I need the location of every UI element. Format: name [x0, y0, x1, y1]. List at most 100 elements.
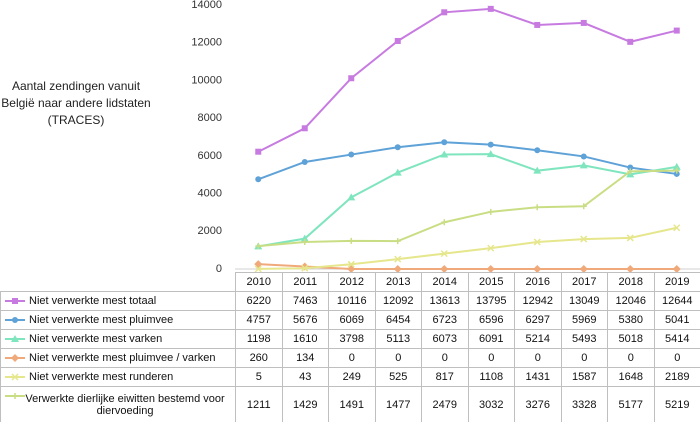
value-cell: 13613 — [421, 291, 469, 311]
value-cell: 5414 — [653, 329, 700, 349]
value-cell: 1648 — [607, 367, 655, 387]
legend-label: Verwerkte dierlijke eiwitten bestemd voo… — [25, 393, 225, 417]
series-row: Niet verwerkte mest varken 1198 1610 3798 51… — [0, 329, 700, 349]
series-line — [258, 263, 677, 270]
value-cell: 1491 — [328, 386, 376, 422]
marker — [487, 244, 495, 252]
value-cell: 6091 — [467, 329, 515, 349]
value-cell: 5493 — [560, 329, 608, 349]
year-cell: 2018 — [607, 272, 655, 292]
value-cell: 6454 — [374, 310, 422, 330]
series-line — [258, 226, 677, 270]
series-row: Niet verwerkte mest runderen 5 43 249 525 817… — [0, 367, 700, 387]
value-cell: 5177 — [607, 386, 655, 422]
value-cell: 0 — [467, 348, 515, 368]
value-cell: 5041 — [653, 310, 700, 330]
value-cell: 1211 — [235, 386, 283, 422]
value-cell: 0 — [374, 348, 422, 368]
value-cell: 12942 — [514, 291, 562, 311]
series-line — [258, 153, 677, 248]
marker — [534, 147, 541, 154]
marker — [673, 170, 680, 177]
value-cell: 5969 — [560, 310, 608, 330]
value-cell: 6220 — [235, 291, 283, 311]
y-tick-label: 14000 — [191, 0, 222, 11]
data-table: 2010 2011 2012 2013 2014 2015 2016 2017 2018 2019… — [0, 272, 700, 422]
marker — [534, 204, 541, 211]
marker — [627, 168, 634, 175]
value-cell: 6596 — [467, 310, 515, 330]
corner-cell — [0, 272, 236, 292]
value-cell: 5018 — [607, 329, 655, 349]
y-tick-label: 10000 — [191, 74, 222, 86]
legend-swatch — [5, 393, 25, 399]
value-cell: 3032 — [467, 386, 515, 422]
value-cell: 6723 — [421, 310, 469, 330]
marker — [486, 265, 495, 272]
value-cell: 0 — [514, 348, 562, 368]
value-cell: 525 — [374, 367, 422, 387]
marker — [394, 255, 402, 263]
value-cell: 1431 — [514, 367, 562, 387]
marker — [255, 176, 262, 183]
marker — [487, 141, 494, 148]
marker — [394, 238, 401, 245]
marker — [441, 219, 448, 226]
marker — [673, 224, 681, 232]
y-tick-label: 6000 — [198, 150, 222, 162]
legend-swatch — [5, 317, 25, 324]
legend-cell: Niet verwerkte mest pluimvee / varken — [0, 348, 236, 368]
year-cell: 2015 — [467, 272, 515, 292]
value-cell: 7463 — [281, 291, 329, 311]
marker — [440, 265, 449, 272]
value-cell: 1198 — [235, 329, 283, 349]
marker — [580, 153, 587, 160]
value-cell: 6069 — [328, 310, 376, 330]
value-cell: 12092 — [374, 291, 422, 311]
chart-title: Aantal zendingen vanuit België naar ande… — [1, 79, 151, 127]
series-line — [257, 141, 677, 181]
legend-cell: Niet verwerkte mest pluimvee — [0, 310, 236, 330]
value-cell: 134 — [281, 348, 329, 368]
marker — [300, 234, 309, 242]
marker — [533, 166, 542, 174]
marker — [673, 167, 680, 174]
year-cell: 2012 — [328, 272, 376, 292]
year-cell: 2016 — [514, 272, 562, 292]
value-cell: 5 — [235, 367, 283, 387]
marker — [393, 168, 402, 176]
year-cell: 2013 — [374, 272, 422, 292]
value-cell: 0 — [607, 348, 655, 368]
marker — [301, 264, 309, 272]
value-cell: 0 — [328, 348, 376, 368]
marker — [579, 161, 588, 169]
plot-area: 0 2000 4000 6000 8000 10000 12000 14000 — [191, 0, 700, 272]
value-cell: 12644 — [653, 291, 700, 311]
series-line — [258, 169, 677, 248]
value-cell: 2189 — [653, 367, 700, 387]
legend-swatch — [5, 373, 25, 381]
value-cell: 1429 — [281, 386, 329, 422]
marker — [627, 38, 634, 45]
marker — [301, 158, 308, 165]
marker — [673, 27, 680, 34]
legend-label: Niet verwerkte mest totaal — [29, 295, 157, 307]
value-cell: 13795 — [467, 291, 515, 311]
marker — [348, 151, 355, 158]
marker — [487, 5, 494, 12]
marker — [533, 238, 541, 246]
legend-swatch — [5, 298, 25, 305]
marker — [486, 150, 495, 158]
y-tick-label: 8000 — [198, 112, 222, 124]
year-cell: 2014 — [421, 272, 469, 292]
value-cell: 4757 — [235, 310, 283, 330]
value-cell: 0 — [560, 348, 608, 368]
marker — [441, 9, 448, 16]
marker — [12, 298, 18, 305]
marker — [11, 354, 19, 363]
value-cell: 1587 — [560, 367, 608, 387]
year-cell: 2011 — [281, 272, 329, 292]
value-cell: 0 — [653, 348, 700, 368]
value-cell: 249 — [328, 367, 376, 387]
marker — [347, 260, 355, 268]
